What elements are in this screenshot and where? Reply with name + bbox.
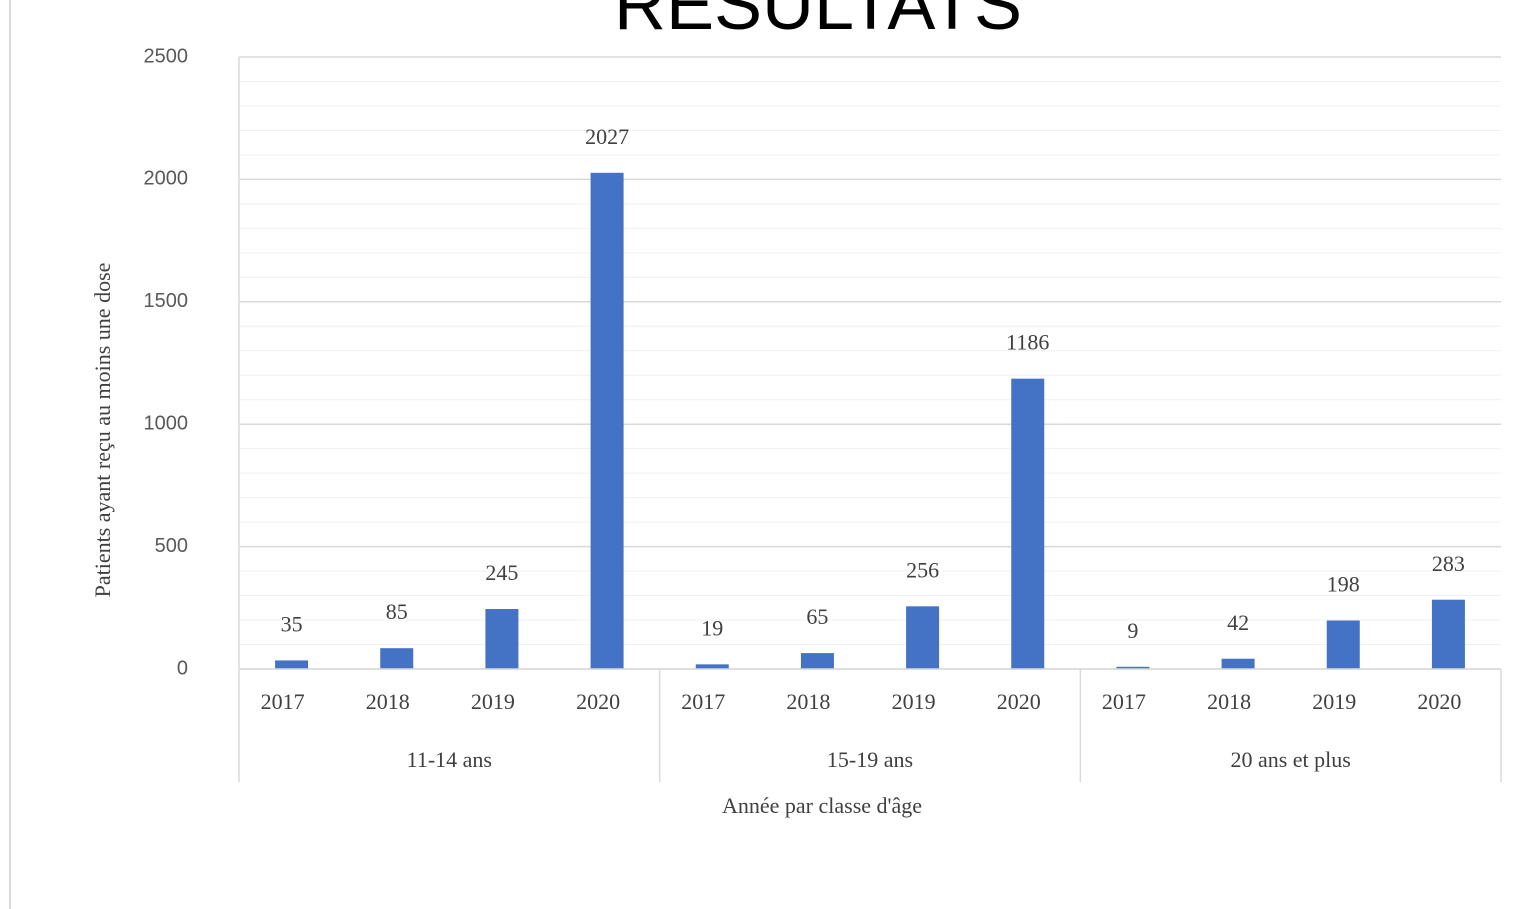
x-tick-label: 2019 — [1312, 689, 1356, 714]
data-label: 283 — [1432, 551, 1465, 576]
group-label: 20 ans et plus — [1230, 747, 1350, 772]
bar — [380, 648, 414, 669]
y-tick-label: 0 — [177, 657, 188, 679]
bar — [1011, 378, 1045, 669]
data-label: 65 — [806, 604, 828, 629]
data-label: 42 — [1227, 610, 1249, 635]
x-tick-label: 2020 — [576, 689, 620, 714]
bar — [800, 653, 834, 669]
data-label: 198 — [1327, 572, 1360, 597]
group-label: 11-14 ans — [407, 747, 492, 772]
bar — [906, 606, 940, 669]
bar — [1116, 666, 1150, 669]
bar — [275, 660, 309, 669]
y-tick-label: 500 — [155, 535, 188, 557]
x-tick-label: 2017 — [261, 689, 305, 714]
data-label: 256 — [906, 557, 939, 582]
x-tick-label: 2018 — [366, 689, 410, 714]
data-label: 85 — [386, 599, 408, 624]
x-tick-label: 2018 — [786, 689, 830, 714]
data-label: 35 — [281, 611, 303, 636]
data-label: 9 — [1127, 618, 1138, 643]
data-label: 2027 — [585, 124, 629, 149]
x-tick-label: 2017 — [681, 689, 725, 714]
x-tick-label: 2020 — [1417, 689, 1461, 714]
group-label: 15-19 ans — [827, 747, 913, 772]
y-tick-label: 1000 — [144, 412, 189, 434]
bar — [485, 609, 519, 669]
y-tick-label: 2500 — [144, 45, 189, 67]
x-tick-label: 2019 — [471, 689, 515, 714]
y-tick-label: 2000 — [144, 168, 189, 190]
data-label: 1186 — [1006, 330, 1049, 355]
x-tick-label: 2018 — [1207, 689, 1251, 714]
bar — [1431, 599, 1465, 669]
data-label: 19 — [701, 615, 723, 640]
x-tick-label: 2017 — [1102, 689, 1146, 714]
data-label: 245 — [485, 560, 518, 585]
bar — [590, 172, 624, 669]
y-tick-label: 1500 — [144, 290, 189, 312]
x-axis-title: Année par classe d'âge — [722, 793, 922, 818]
bar — [1326, 620, 1360, 669]
chart-title: RESULTATS — [614, 0, 1022, 45]
bar — [695, 664, 729, 669]
x-tick-label: 2020 — [997, 689, 1041, 714]
y-axis-title: Patients ayant reçu au moins une dose — [90, 263, 115, 598]
x-tick-label: 2019 — [892, 689, 936, 714]
bar — [1221, 658, 1255, 669]
